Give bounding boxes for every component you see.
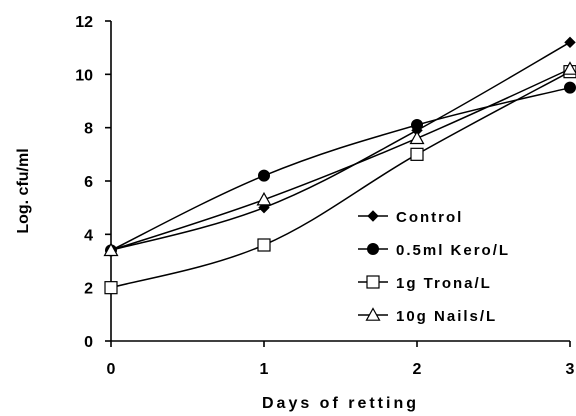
series-1-point-2 [411, 119, 423, 131]
legend-item-0: Control [358, 209, 463, 226]
series-3-point-2 [409, 130, 425, 145]
y-tick-label-2: 4 [84, 227, 93, 244]
series-1-point-3 [564, 81, 576, 94]
series-3-point-1 [256, 191, 272, 206]
legend-label-3: 10g Nails/L [396, 308, 497, 325]
legend-marker-1 [367, 243, 379, 255]
series-1-point-1 [258, 169, 270, 182]
legend-marker-2 [366, 275, 380, 289]
y-axis-title: Log. cfu/ml [15, 148, 32, 233]
series-line-2 [110, 71, 571, 289]
legend-label-2: 1g Trona/L [396, 275, 492, 292]
series-0-point-3 [564, 36, 576, 49]
legend-marker-0 [367, 210, 379, 222]
x-tick-label-0: 0 [107, 361, 116, 378]
y-tick-label-0: 0 [84, 334, 93, 351]
y-tick-label-3: 6 [84, 174, 93, 191]
legend-item-3: 10g Nails/L [358, 307, 497, 325]
x-tick-label-3: 3 [566, 361, 575, 378]
series-2-point-2 [410, 147, 424, 161]
x-axis-title: Days of retting [262, 395, 419, 412]
x-tick-label-1: 1 [260, 361, 269, 378]
series-line-1 [110, 86, 571, 252]
y-tick-label-6: 12 [75, 14, 93, 31]
legend-item-2: 1g Trona/L [358, 275, 492, 292]
series-3-point-3 [562, 61, 576, 75]
series-2 [104, 65, 576, 295]
legend-marker-3 [365, 307, 381, 321]
y-tick-label-1: 2 [84, 281, 93, 298]
x-tick-label-2: 2 [413, 361, 422, 378]
legend: Control 0.5ml Kero/L 1g Trona/L 10g Nails/L [358, 209, 510, 325]
series-0 [105, 36, 576, 257]
legend-label-0: Control [396, 209, 463, 226]
y-tick-label-5: 10 [75, 67, 93, 84]
y-tick-label-4: 8 [84, 121, 93, 138]
series-layer [103, 36, 576, 295]
series-line-3 [110, 68, 571, 252]
series-3-point-0 [103, 242, 119, 257]
legend-item-1: 0.5ml Kero/L [358, 242, 510, 259]
series-3 [103, 61, 576, 257]
series-line-0 [110, 41, 571, 252]
series-2-point-0 [104, 281, 118, 295]
series-2-point-1 [257, 238, 271, 252]
legend-label-1: 0.5ml Kero/L [396, 242, 510, 259]
